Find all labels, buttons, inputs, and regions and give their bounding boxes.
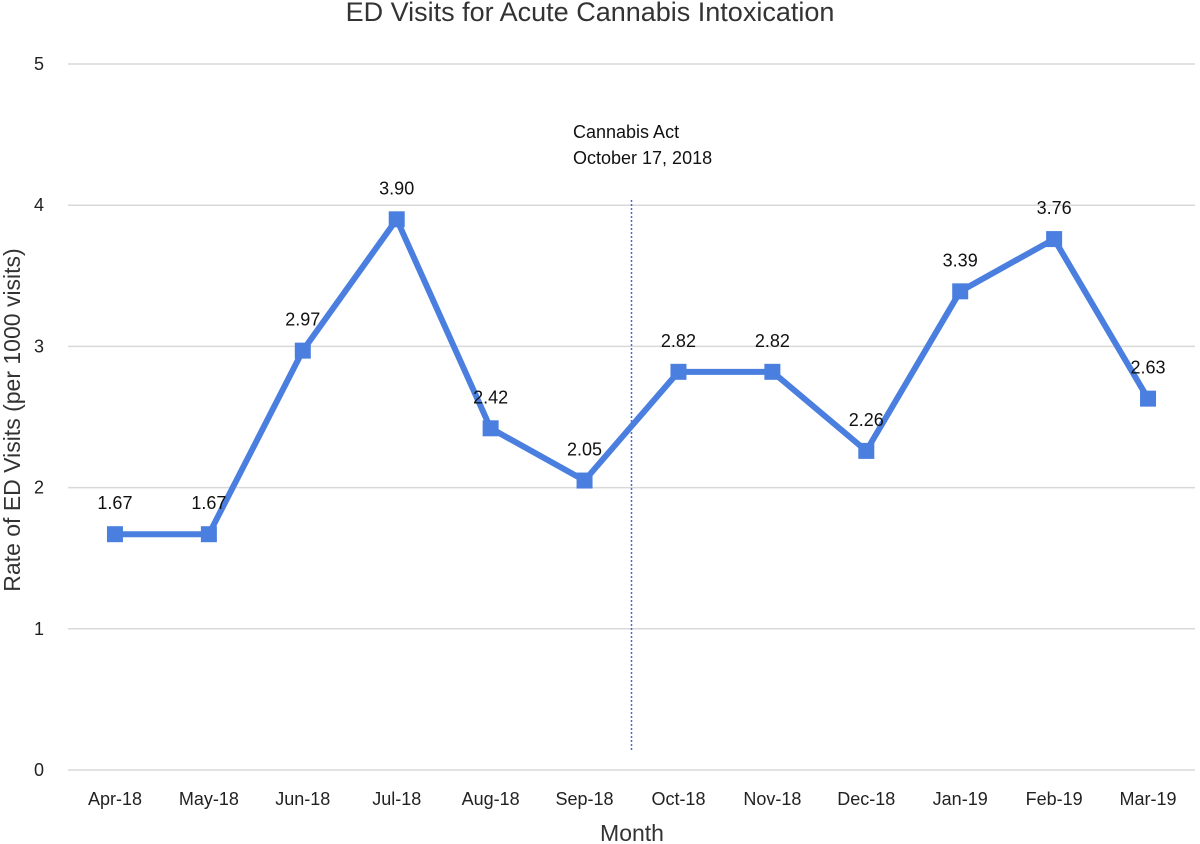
- data-label: 1.67: [191, 493, 226, 513]
- y-tick-label: 4: [34, 195, 44, 215]
- data-point-marker: [670, 363, 687, 380]
- data-label: 2.97: [285, 310, 320, 330]
- data-point-marker: [576, 472, 593, 489]
- data-point-marker: [482, 420, 499, 437]
- data-label: 2.26: [849, 410, 884, 430]
- series: [106, 211, 1157, 543]
- x-tick-label: Oct-18: [651, 789, 705, 809]
- x-tick-label: Feb-19: [1026, 789, 1083, 809]
- y-axis-label: Rate of ED Visits (per 1000 visits): [0, 248, 25, 591]
- data-label: 2.42: [473, 387, 508, 407]
- y-tick-label: 0: [34, 760, 44, 780]
- series-line: [114, 216, 1151, 538]
- data-label: 2.63: [1131, 358, 1166, 378]
- data-label: 2.82: [755, 331, 790, 351]
- x-tick-label: Sep-18: [556, 789, 614, 809]
- x-tick-label: Jul-18: [372, 789, 421, 809]
- data-label: 3.76: [1037, 198, 1072, 218]
- annotation-line-1: Cannabis Act: [573, 122, 679, 142]
- y-tick-label: 5: [34, 54, 44, 74]
- annotation-line-2: October 17, 2018: [573, 148, 712, 168]
- x-tick-label: May-18: [179, 789, 239, 809]
- data-label: 3.39: [943, 250, 978, 270]
- x-tick-label: Apr-18: [88, 789, 142, 809]
- data-point-marker: [200, 526, 217, 543]
- y-tick-label: 1: [34, 619, 44, 639]
- annotation: Cannabis Act October 17, 2018: [573, 122, 712, 752]
- x-tick-label: Jun-18: [275, 789, 330, 809]
- data-point-marker: [952, 283, 969, 300]
- data-point-marker: [106, 526, 123, 543]
- chart-title: ED Visits for Acute Cannabis Intoxicatio…: [346, 0, 835, 27]
- data-point-marker: [388, 211, 405, 228]
- x-axis-label: Month: [600, 820, 664, 844]
- data-label: 2.05: [567, 440, 602, 460]
- data-label: 3.90: [379, 178, 414, 198]
- x-tick-label: Aug-18: [462, 789, 520, 809]
- y-tick-label: 3: [34, 336, 44, 356]
- data-labels: 1.67 1.67 2.97 3.90 2.42 2.05 2.82 2.82 2.26 3.39…: [97, 178, 1165, 513]
- y-axis-ticks: 0 1 2 3 4 5: [34, 54, 44, 780]
- y-tick-label: 2: [34, 478, 44, 498]
- x-tick-label: Dec-18: [837, 789, 895, 809]
- data-label: 1.67: [97, 493, 132, 513]
- x-tick-label: Mar-19: [1120, 789, 1177, 809]
- data-point-marker: [1046, 231, 1063, 248]
- data-point-marker: [858, 442, 875, 459]
- x-tick-label: Nov-18: [743, 789, 801, 809]
- x-tick-label: Jan-19: [933, 789, 988, 809]
- x-axis-ticks: Apr-18 May-18 Jun-18 Jul-18 Aug-18 Sep-18 Oct-…: [88, 789, 1177, 809]
- data-point-marker: [294, 342, 311, 359]
- data-point-marker: [1140, 390, 1157, 407]
- data-point-marker: [764, 363, 781, 380]
- data-label: 2.82: [661, 331, 696, 351]
